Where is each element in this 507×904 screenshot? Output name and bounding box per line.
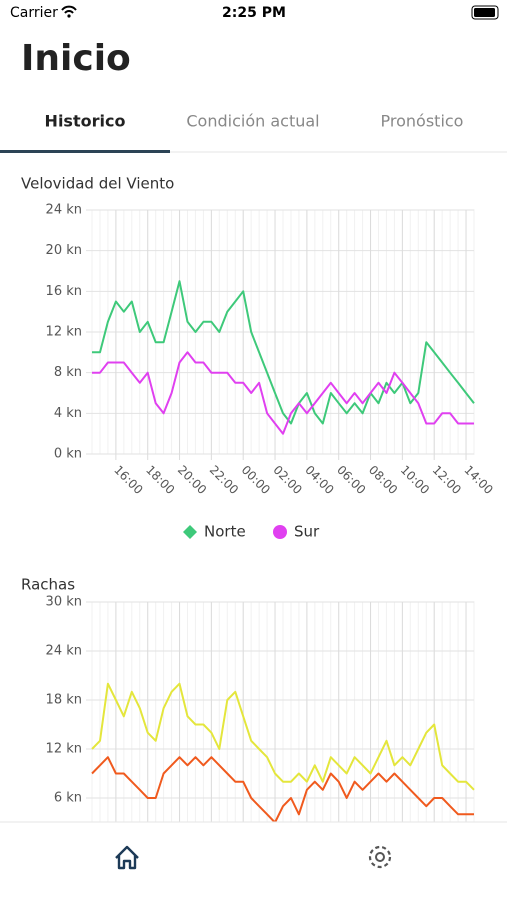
- series-line: [92, 280, 475, 425]
- tab-bar: Historico Condición actual Pronóstico: [45, 112, 464, 131]
- y-tick-label: 6 kn: [54, 791, 82, 806]
- legend-marker: [273, 525, 287, 539]
- tab-indicator: [0, 150, 170, 153]
- x-tick-label: 06:00: [334, 463, 368, 497]
- gear-inner: [375, 852, 385, 862]
- carrier: Carrier: [10, 5, 58, 21]
- y-tick-label: 24 kn: [46, 203, 82, 218]
- legend-label: Sur: [294, 523, 320, 541]
- x-tick-label: 12:00: [430, 463, 464, 497]
- y-tick-label: 24 kn: [46, 644, 82, 659]
- y-tick-label: 12 kn: [46, 325, 82, 340]
- clock: 2:25 PM: [222, 5, 286, 21]
- x-tick-label: 02:00: [270, 463, 304, 497]
- gear-outer: [368, 845, 392, 869]
- x-tick-label: 10:00: [398, 463, 432, 497]
- tab[interactable]: Historico: [45, 112, 126, 131]
- y-tick-label: 4 kn: [54, 406, 82, 421]
- wifi-dot: [67, 14, 71, 18]
- legend-label: Norte: [204, 523, 246, 541]
- series-line: [91, 682, 475, 791]
- y-tick-label: 20 kn: [46, 243, 82, 258]
- y-tick-label: 18 kn: [46, 693, 82, 708]
- page-title: Inicio: [21, 38, 131, 79]
- chart-title: Velovidad del Viento: [21, 175, 174, 193]
- home-icon[interactable]: [115, 845, 139, 870]
- x-tick-label: 00:00: [239, 463, 273, 497]
- bottom-nav: [0, 821, 507, 900]
- y-tick-label: 8 kn: [54, 365, 82, 380]
- chart-title: Rachas: [21, 576, 75, 594]
- x-tick-label: 16:00: [111, 463, 145, 497]
- series-line: [92, 351, 474, 435]
- tab[interactable]: Condición actual: [186, 112, 319, 131]
- x-tick-label: 08:00: [366, 463, 400, 497]
- y-tick-label: 16 kn: [46, 284, 82, 299]
- x-tick-label: 14:00: [461, 463, 495, 497]
- settings-icon[interactable]: [368, 845, 392, 869]
- y-tick-label: 12 kn: [46, 742, 82, 757]
- battery: [471, 5, 499, 20]
- legend-marker: [183, 525, 197, 539]
- x-tick-label: 22:00: [207, 463, 241, 497]
- series-line: [91, 756, 474, 824]
- x-tick-label: 18:00: [143, 463, 177, 497]
- y-tick-label: 30 kn: [46, 595, 82, 610]
- tab[interactable]: Pronóstico: [381, 112, 464, 131]
- y-tick-label: 0 kn: [54, 447, 82, 462]
- x-tick-label: 20:00: [175, 463, 209, 497]
- nav-bg: [0, 822, 507, 900]
- charts: Velovidad del Viento 0 kn 4 kn 8 kn 12 kn 16 …: [21, 175, 496, 853]
- battery-level: [474, 8, 495, 17]
- x-tick-label: 04:00: [302, 463, 336, 497]
- wifi-icon: [61, 5, 77, 14]
